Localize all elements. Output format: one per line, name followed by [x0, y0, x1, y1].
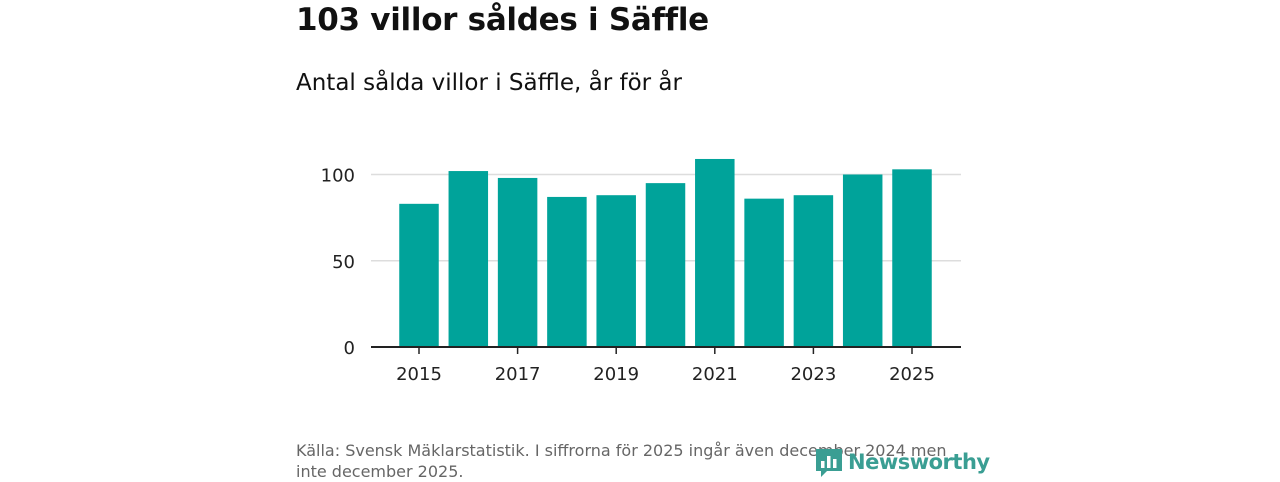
bar-2017 [497, 177, 538, 347]
chart-subtitle: Antal sålda villor i Säffle, år för år [296, 70, 682, 96]
y-tick-label: 50 [332, 252, 355, 273]
axes: 0 50 100 2015 2017 2019 2021 2023 2025 [321, 166, 961, 385]
bar-2016 [448, 171, 489, 347]
bar-chart-speech-bubble-icon [816, 449, 842, 477]
bar-2024 [842, 174, 883, 347]
x-tick-label: 2021 [692, 364, 738, 385]
logo-text: Newsworthy [848, 450, 990, 474]
y-tick-label: 100 [321, 166, 355, 187]
y-tick-label: 0 [344, 338, 355, 359]
bar-2019 [596, 195, 636, 347]
x-tick-label: 2019 [593, 364, 639, 385]
bar-2022 [744, 198, 784, 347]
bar-2018 [547, 196, 587, 347]
bar-2021 [695, 158, 735, 347]
x-tick-label: 2025 [889, 364, 935, 385]
x-tick-label: 2015 [396, 364, 442, 385]
x-tick-label: 2023 [790, 364, 836, 385]
x-tick-label: 2017 [495, 364, 541, 385]
bars [399, 158, 932, 347]
bar-2023 [793, 195, 834, 347]
bar-2015 [399, 203, 439, 347]
bar-2025 [892, 169, 932, 347]
source-note: Källa: Svensk Mäklarstatistik. I siffror… [296, 441, 947, 481]
chart-title: 103 villor såldes i Säffle [296, 2, 709, 38]
newsworthy-logo: Newsworthy [814, 446, 990, 478]
bar-2020 [645, 183, 686, 347]
